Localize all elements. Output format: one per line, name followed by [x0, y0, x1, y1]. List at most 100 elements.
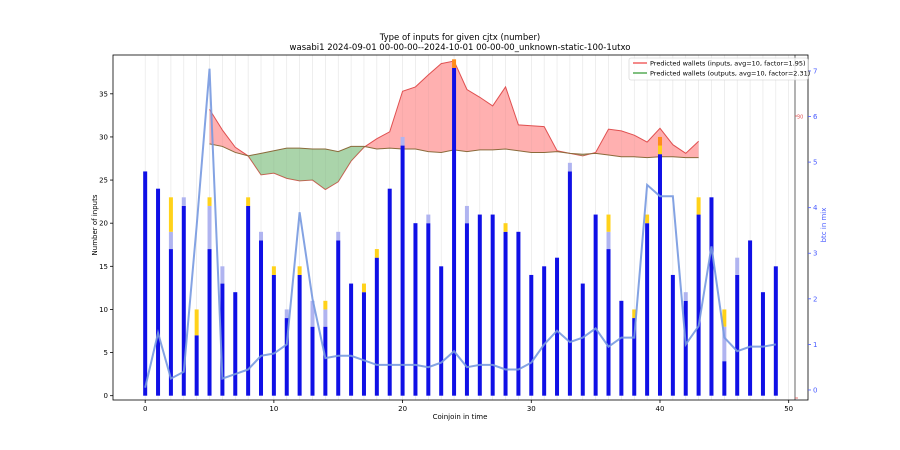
- y-tick-label: 5: [104, 349, 108, 357]
- bar-segment: [606, 249, 611, 396]
- plot-border: [112, 54, 809, 401]
- area-outputs-fill: [299, 148, 313, 181]
- area-inputs-fill: [647, 128, 660, 158]
- y-tick-label: 0: [104, 392, 108, 400]
- bar-segment: [452, 59, 457, 68]
- bar-segment: [168, 197, 173, 232]
- area-inputs-fill: [621, 130, 635, 157]
- area-inputs-fill: [454, 61, 467, 152]
- bar-segment: [246, 205, 251, 396]
- plot-frame: 30: [112, 54, 809, 401]
- bar-segment: [735, 257, 740, 275]
- bar-segment: [773, 266, 778, 396]
- area-inputs-fill: [672, 144, 686, 158]
- area-outputs-fill: [261, 150, 274, 175]
- bar-segment: [284, 309, 289, 319]
- y2-tick-label: 5: [813, 159, 817, 167]
- bar-segment: [503, 231, 508, 396]
- y-tick-label: 20: [99, 220, 108, 228]
- y2-tick-label: 4: [813, 204, 818, 212]
- bar-segment: [452, 67, 457, 396]
- bar-segment: [516, 231, 521, 396]
- area-inputs-fill: [531, 125, 545, 153]
- chart-title: Type of inputs for given cjtx (number): [379, 33, 541, 43]
- bar-segment: [168, 249, 173, 396]
- bars: [143, 59, 778, 396]
- bar-segment: [606, 231, 611, 250]
- y2-tick-label: 1: [813, 341, 817, 349]
- x-tick-label: 50: [784, 405, 793, 413]
- area-inputs-fill: [479, 97, 493, 150]
- area-outputs-fill: [338, 146, 352, 182]
- legend: Predicted wallets (inputs, avg=10, facto…: [628, 57, 810, 81]
- area-outputs-fill: [312, 149, 326, 190]
- area-inputs-fill: [518, 124, 532, 153]
- y-tick-label: 10: [99, 306, 108, 314]
- bar-segment: [439, 266, 444, 396]
- bar-segment: [619, 300, 624, 396]
- legend-label-outputs: Predicted wallets (outputs, avg=10, fact…: [650, 70, 810, 78]
- bar-segment: [696, 197, 701, 215]
- y-tick-label: 35: [99, 90, 108, 98]
- x-axis-label: Coinjoin in time: [433, 413, 488, 421]
- bar-segment: [336, 240, 341, 396]
- y-tick-label: 30: [99, 133, 108, 141]
- bar-segment: [683, 292, 688, 301]
- area-inputs-fill: [685, 141, 699, 158]
- area-inputs-fill: [659, 128, 673, 157]
- bar-segment: [271, 266, 276, 275]
- bar-segment: [297, 266, 302, 275]
- x-tick-label: 40: [656, 405, 665, 413]
- bar-segment: [361, 283, 366, 293]
- bar-segment: [181, 197, 186, 206]
- bar-segment: [336, 231, 341, 241]
- y-tick-label: 15: [99, 263, 108, 271]
- bar-segment: [426, 223, 431, 396]
- y2-axis-label: btc in mix: [820, 208, 828, 243]
- bar-segment: [143, 171, 148, 396]
- x-tick-label: 20: [398, 405, 407, 413]
- bar-segment: [683, 300, 688, 396]
- bar-segment: [735, 274, 740, 396]
- bar-segment: [259, 240, 264, 396]
- bar-segment: [413, 223, 418, 396]
- bar-segment: [156, 188, 161, 396]
- bar-segment: [284, 318, 289, 396]
- bar-segment: [246, 197, 251, 206]
- chart-subtitle: wasabi1 2024-09-01 00-00-00--2024-10-01 …: [290, 43, 631, 53]
- x-tick-label: 0: [143, 405, 147, 413]
- area-inputs-fill: [376, 131, 390, 150]
- area-inputs-fill: [492, 86, 506, 150]
- y2-tick-label: 6: [813, 113, 818, 121]
- bar-segment: [464, 205, 469, 224]
- bar-segment: [593, 214, 598, 396]
- bar-segment: [220, 266, 225, 284]
- area-inputs-fill: [402, 86, 416, 150]
- bar-segment: [361, 292, 366, 396]
- bar-segment: [760, 292, 765, 396]
- bar-segment: [297, 274, 302, 396]
- bar-segment: [194, 309, 199, 336]
- area-inputs-fill: [428, 63, 442, 153]
- y2-ticks: 0 1 2 3 4 5 6 7: [808, 67, 818, 394]
- area-outputs-fill: [351, 146, 364, 162]
- area-inputs-fill: [222, 130, 236, 153]
- x-ticks: 0 10 20 30 40 50: [143, 400, 793, 413]
- bar-segment: [310, 326, 315, 396]
- bar-segment: [670, 274, 675, 396]
- bar-segment: [567, 171, 572, 396]
- bar-segment: [529, 274, 534, 396]
- y-ticks: 0 5 10 15 20 25 30 35: [99, 90, 113, 400]
- y2-tick-label: 3: [813, 250, 817, 258]
- bar-segment: [271, 274, 276, 396]
- bar-segment: [323, 326, 328, 396]
- area-outputs-fill: [325, 149, 339, 190]
- x-tick-label: 30: [527, 405, 536, 413]
- inner-axis-tick-label: 30: [797, 115, 803, 121]
- area-outputs-fill: [248, 153, 262, 175]
- bar-segment: [400, 136, 405, 146]
- legend-box: [628, 57, 809, 81]
- bar-segment: [567, 162, 572, 172]
- bar-segment: [426, 214, 431, 224]
